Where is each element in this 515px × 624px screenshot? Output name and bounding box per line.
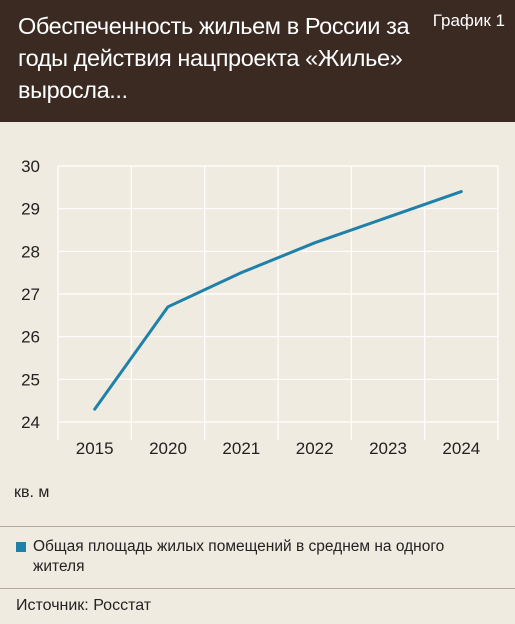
y-tick-label: 27 [21, 285, 40, 304]
x-tick-label: 2024 [442, 439, 480, 458]
legend-label: Общая площадь жилых помещений в среднем … [33, 538, 445, 575]
y-tick-label: 28 [21, 242, 40, 261]
source-divider [0, 588, 515, 589]
chart-title: Обеспеченность жильем в России за годы д… [18, 13, 410, 103]
x-tick-label: 2021 [222, 439, 260, 458]
chart-number-label: График 1 [432, 11, 505, 30]
y-tick-label: 24 [21, 413, 40, 432]
source-note: Источник: Росстат [16, 597, 152, 614]
x-tick-label: 2023 [369, 439, 407, 458]
series-line [93, 190, 463, 411]
line-chart: 24 25 26 27 28 29 30 2015 2020 2021 2022 2023 2024 [21, 157, 499, 458]
x-tick-label: 2022 [296, 439, 334, 458]
y-tick-label: 30 [21, 157, 40, 176]
y-tick-label: 26 [21, 328, 40, 347]
x-tick-label: 2015 [76, 439, 114, 458]
y-tick-label: 29 [21, 200, 40, 219]
header: Обеспеченность жильем в России за годы д… [0, 0, 515, 122]
y-unit-label: кв. м [14, 484, 50, 501]
legend-divider [0, 526, 515, 527]
legend-swatch [16, 542, 26, 552]
x-tick-label: 2020 [149, 439, 187, 458]
y-tick-label: 25 [21, 370, 40, 389]
